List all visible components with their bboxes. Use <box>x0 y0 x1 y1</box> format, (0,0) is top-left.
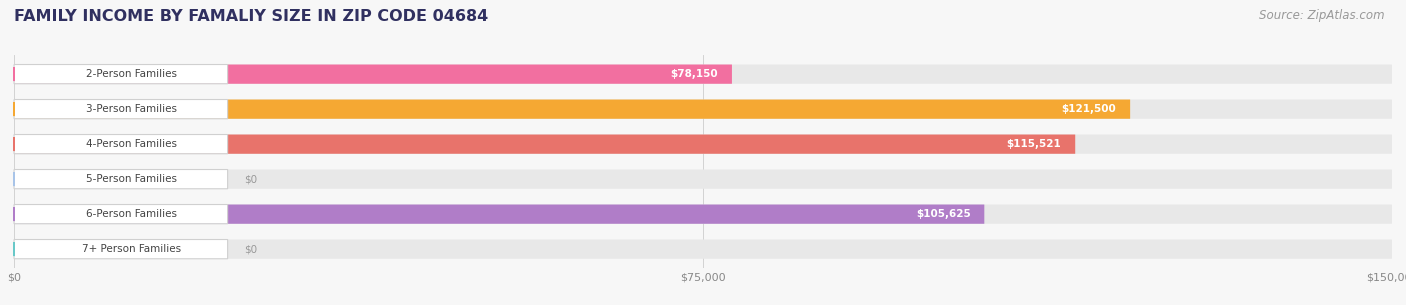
FancyBboxPatch shape <box>14 65 733 84</box>
FancyBboxPatch shape <box>14 239 1392 259</box>
FancyBboxPatch shape <box>14 205 228 224</box>
Text: $121,500: $121,500 <box>1062 104 1116 114</box>
Text: $115,521: $115,521 <box>1007 139 1062 149</box>
Text: 2-Person Families: 2-Person Families <box>86 69 177 79</box>
FancyBboxPatch shape <box>14 170 1392 189</box>
Text: 4-Person Families: 4-Person Families <box>86 139 177 149</box>
Text: $0: $0 <box>245 174 257 184</box>
FancyBboxPatch shape <box>14 65 228 84</box>
Text: 5-Person Families: 5-Person Families <box>86 174 177 184</box>
FancyBboxPatch shape <box>14 205 1392 224</box>
Text: $78,150: $78,150 <box>671 69 718 79</box>
FancyBboxPatch shape <box>14 65 1392 84</box>
FancyBboxPatch shape <box>14 99 1392 119</box>
FancyBboxPatch shape <box>14 135 1392 154</box>
FancyBboxPatch shape <box>14 135 1076 154</box>
Text: FAMILY INCOME BY FAMALIY SIZE IN ZIP CODE 04684: FAMILY INCOME BY FAMALIY SIZE IN ZIP COD… <box>14 9 488 24</box>
Text: 6-Person Families: 6-Person Families <box>86 209 177 219</box>
Text: $105,625: $105,625 <box>915 209 970 219</box>
Text: 7+ Person Families: 7+ Person Families <box>82 244 181 254</box>
Text: $0: $0 <box>245 244 257 254</box>
FancyBboxPatch shape <box>14 99 1130 119</box>
FancyBboxPatch shape <box>14 99 228 119</box>
FancyBboxPatch shape <box>14 205 984 224</box>
Text: Source: ZipAtlas.com: Source: ZipAtlas.com <box>1260 9 1385 22</box>
FancyBboxPatch shape <box>14 170 228 189</box>
Text: 3-Person Families: 3-Person Families <box>86 104 177 114</box>
FancyBboxPatch shape <box>14 135 228 154</box>
FancyBboxPatch shape <box>14 239 228 259</box>
